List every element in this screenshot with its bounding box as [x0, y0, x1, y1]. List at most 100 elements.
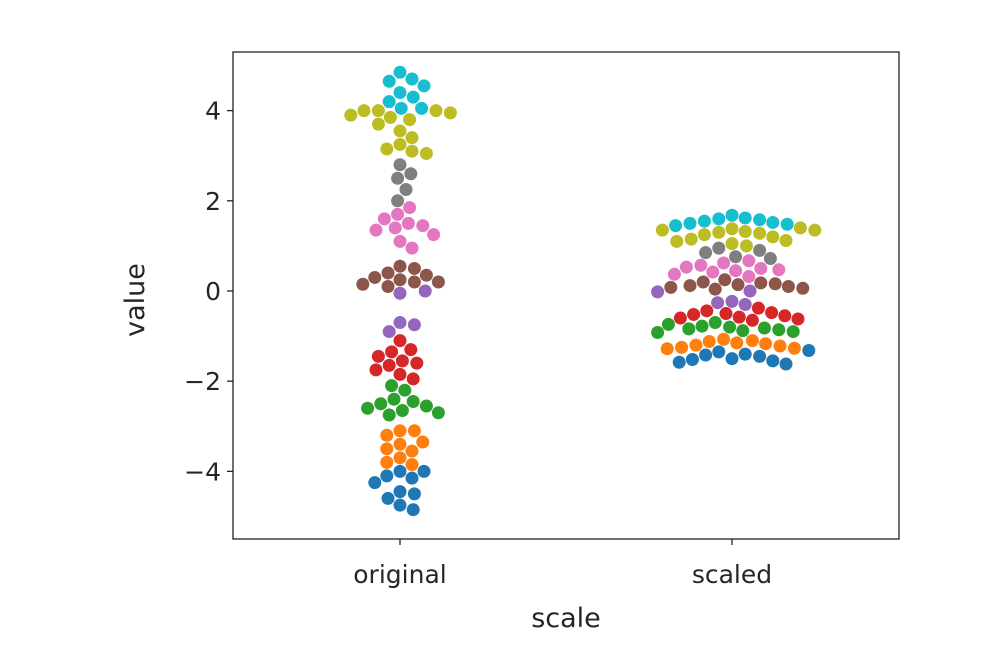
swarm-point-original [405, 458, 419, 472]
swarm-point-scaled [780, 217, 794, 231]
swarm-point-scaled [754, 261, 768, 275]
swarm-point-scaled [791, 312, 805, 326]
swarm-point-original [380, 442, 394, 456]
swarm-point-original [406, 394, 420, 408]
swarm-point-scaled [675, 340, 689, 354]
swarm-point-scaled [742, 254, 756, 268]
swarm-point-original [368, 476, 382, 490]
swarm-point-original [405, 131, 419, 145]
swarm-point-scaled [719, 307, 733, 321]
swarm-point-original [357, 104, 371, 118]
swarm-point-scaled [725, 222, 739, 236]
swarm-point-scaled [745, 313, 759, 327]
swarm-point-original [371, 104, 385, 118]
swarm-point-scaled [759, 337, 773, 351]
x-tick-label-scaled: scaled [692, 560, 772, 589]
swarm-point-original [382, 408, 396, 422]
swarm-point-original [431, 275, 445, 289]
swarm-point-original [417, 79, 431, 93]
swarm-point-scaled [725, 237, 739, 251]
swarm-point-original [393, 273, 407, 287]
swarm-point-scaled [753, 226, 767, 240]
swarm-point-scaled [723, 320, 737, 334]
swarm-point-scaled [793, 221, 807, 235]
swarm-point-original [401, 216, 415, 230]
swarm-point-original [404, 167, 418, 181]
swarm-point-original [405, 72, 419, 86]
swarm-point-original [405, 471, 419, 485]
swarm-point-original [399, 183, 413, 197]
swarm-point-original [403, 201, 417, 215]
swarm-point-scaled [670, 234, 684, 248]
y-tick-label: 0 [205, 277, 221, 306]
swarm-point-original [407, 318, 421, 332]
swarm-point-scaled [683, 216, 697, 230]
swarm-point-scaled [712, 225, 726, 239]
swarm-point-scaled [751, 301, 765, 315]
swarm-point-scaled [754, 276, 768, 290]
swarm-point-original [393, 451, 407, 465]
swarm-point-original [407, 261, 421, 275]
swarm-point-scaled [702, 334, 716, 348]
swarm-point-scaled [766, 215, 780, 229]
swarm-point-scaled [697, 228, 711, 242]
swarm-point-original [380, 469, 394, 483]
swarm-point-original [369, 363, 383, 377]
swarm-point-scaled [660, 342, 674, 356]
swarm-point-original [393, 137, 407, 151]
swarm-point-original [416, 435, 430, 449]
swarm-point-scaled [766, 354, 780, 368]
y-axis-label: value [120, 263, 151, 337]
y-tick-label: −2 [184, 367, 221, 396]
swarm-point-scaled [802, 344, 816, 358]
swarm-point-scaled [753, 243, 767, 257]
swarm-point-scaled [738, 347, 752, 361]
swarm-point-scaled [738, 224, 752, 238]
swarm-point-original [382, 358, 396, 372]
swarm-point-scaled [772, 323, 786, 337]
y-axis-ticks: −4 −2 0 2 4 [184, 97, 233, 486]
swarm-point-original [406, 503, 420, 517]
swarm-point-scaled [738, 298, 752, 312]
swarm-point-scaled [796, 281, 810, 295]
swarm-point-scaled [729, 264, 743, 278]
swarm-point-scaled [700, 304, 714, 318]
swarm-point-scaled [772, 263, 786, 277]
swarm-point-original [416, 219, 430, 233]
swarm-point-scaled [699, 246, 713, 260]
swarm-point-original [387, 392, 401, 406]
swarm-point-scaled [669, 219, 683, 233]
swarm-point-original [405, 144, 419, 158]
swarm-point-scaled [779, 357, 793, 371]
swarm-point-original [385, 345, 399, 359]
swarm-point-scaled [731, 278, 745, 292]
swarm-point-scaled [787, 341, 801, 355]
swarm-point-scaled [779, 233, 793, 247]
swarm-point-original [380, 142, 394, 156]
swarm-point-original [385, 379, 399, 393]
swarm-point-scaled [717, 256, 731, 270]
swarm-point-original [403, 113, 417, 127]
swarm-point-original [407, 275, 421, 289]
swarm-point-original [418, 284, 432, 298]
swarm-point-original [391, 171, 405, 185]
swarm-point-original [394, 101, 408, 115]
swarm-point-original [393, 424, 407, 438]
swarm-point-scaled [685, 353, 699, 367]
swarm-point-original [368, 270, 382, 284]
swarm-point-scaled [651, 285, 665, 299]
swarm-point-original [417, 464, 431, 478]
swarm-point-scaled [739, 239, 753, 253]
plot-background [233, 52, 899, 539]
swarm-point-scaled [712, 212, 726, 226]
swarm-point-original [443, 106, 457, 120]
swarm-point-original [393, 259, 407, 273]
swarm-point-scaled [808, 223, 822, 237]
swarm-point-scaled [742, 270, 756, 284]
swarm-point-original [371, 117, 385, 131]
swarm-point-scaled [667, 267, 681, 281]
swarm-point-scaled [672, 355, 686, 369]
swarm-point-original [391, 207, 405, 221]
swarm-point-original [393, 234, 407, 248]
